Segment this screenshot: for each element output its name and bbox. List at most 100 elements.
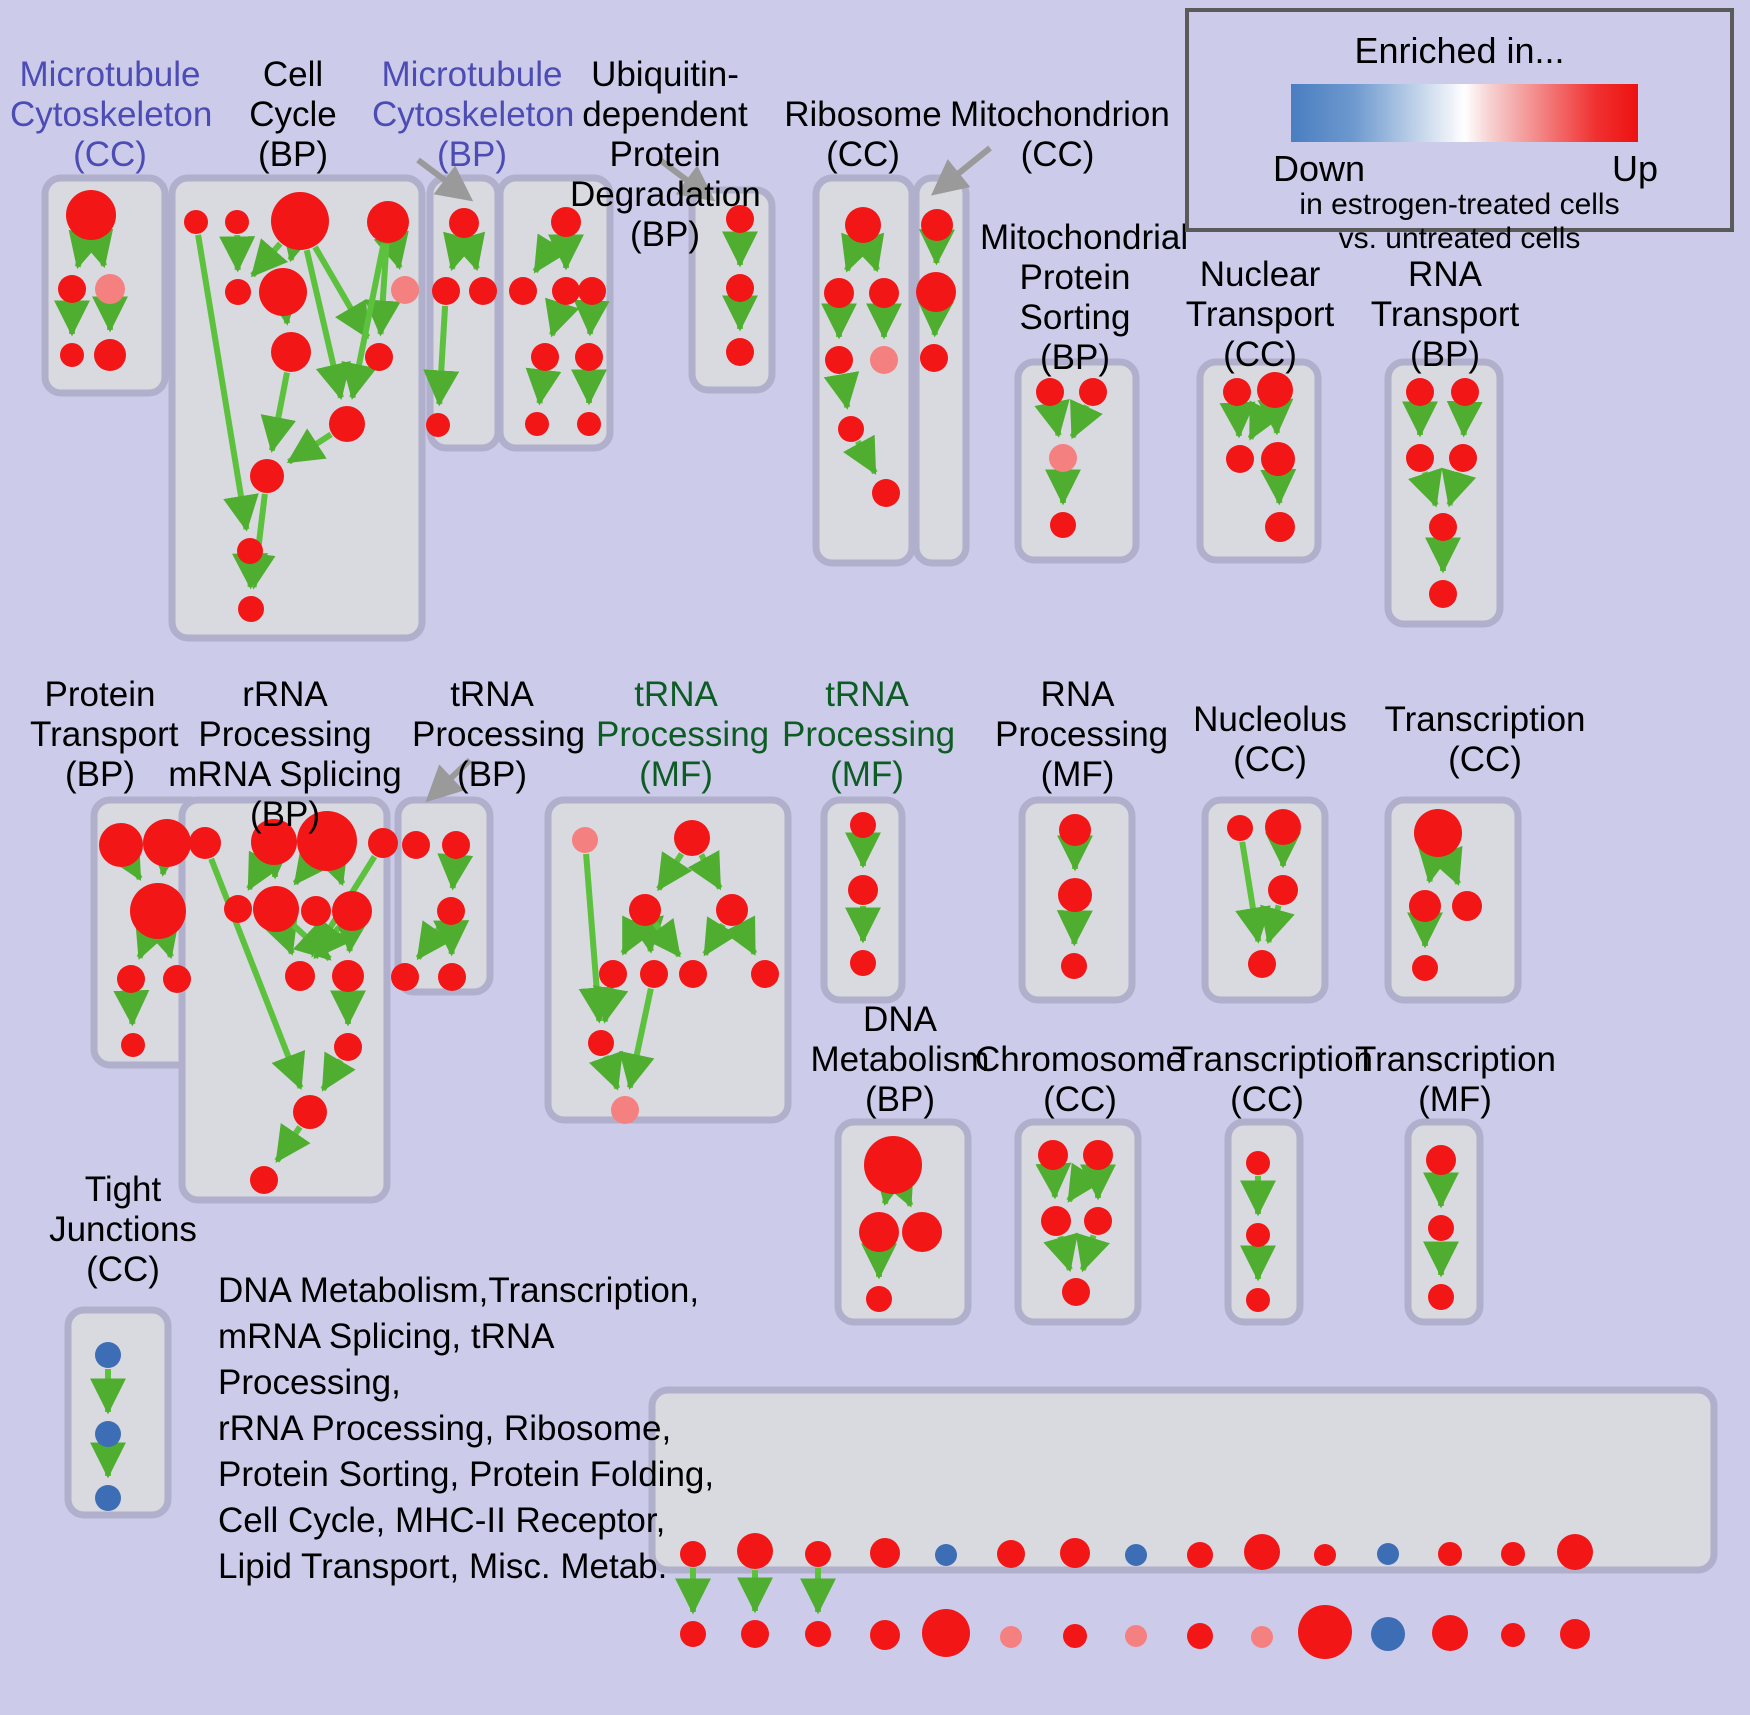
graph-node[interactable] <box>640 960 668 988</box>
graph-node[interactable] <box>1038 1140 1068 1170</box>
graph-node[interactable] <box>367 201 409 243</box>
graph-node[interactable] <box>259 268 307 316</box>
graph-node[interactable] <box>1083 1140 1113 1170</box>
graph-node[interactable] <box>1371 1617 1405 1651</box>
graph-node[interactable] <box>271 192 329 250</box>
graph-node[interactable] <box>426 413 450 437</box>
graph-node[interactable] <box>680 1621 706 1647</box>
graph-node[interactable] <box>588 1030 614 1056</box>
graph-node[interactable] <box>1432 1615 1468 1651</box>
graph-node[interactable] <box>442 831 470 859</box>
graph-node[interactable] <box>1246 1288 1270 1312</box>
graph-node[interactable] <box>1560 1619 1590 1649</box>
graph-node[interactable] <box>391 963 419 991</box>
graph-node[interactable] <box>1265 512 1295 542</box>
graph-node[interactable] <box>1557 1534 1593 1570</box>
graph-node[interactable] <box>365 343 393 371</box>
graph-node[interactable] <box>916 272 956 312</box>
graph-node[interactable] <box>437 897 465 925</box>
graph-node[interactable] <box>1412 955 1438 981</box>
graph-node[interactable] <box>130 883 186 939</box>
graph-node[interactable] <box>301 896 331 926</box>
graph-node[interactable] <box>1298 1605 1352 1659</box>
graph-node[interactable] <box>66 190 116 240</box>
graph-node[interactable] <box>997 1540 1025 1568</box>
graph-node[interactable] <box>679 960 707 988</box>
graph-node[interactable] <box>1223 378 1251 406</box>
graph-node[interactable] <box>163 965 191 993</box>
graph-node[interactable] <box>1041 1206 1071 1236</box>
graph-node[interactable] <box>1226 445 1254 473</box>
graph-node[interactable] <box>1060 1538 1090 1568</box>
graph-node[interactable] <box>1426 1145 1456 1175</box>
graph-node[interactable] <box>1428 1284 1454 1310</box>
graph-node[interactable] <box>1452 891 1482 921</box>
graph-node[interactable] <box>872 479 900 507</box>
graph-node[interactable] <box>1246 1151 1270 1175</box>
graph-node[interactable] <box>870 1538 900 1568</box>
graph-node[interactable] <box>432 277 460 305</box>
graph-node[interactable] <box>716 894 748 926</box>
graph-node[interactable] <box>1501 1542 1525 1566</box>
graph-node[interactable] <box>575 343 603 371</box>
graph-node[interactable] <box>1265 809 1301 845</box>
graph-node[interactable] <box>225 279 251 305</box>
graph-node[interactable] <box>95 1485 121 1511</box>
graph-node[interactable] <box>1058 878 1092 912</box>
graph-node[interactable] <box>1257 372 1293 408</box>
graph-node[interactable] <box>95 1421 121 1447</box>
graph-node[interactable] <box>920 344 948 372</box>
graph-node[interactable] <box>121 1033 145 1057</box>
graph-node[interactable] <box>238 596 264 622</box>
graph-node[interactable] <box>1406 444 1434 472</box>
graph-node[interactable] <box>577 412 601 436</box>
graph-node[interactable] <box>1246 1223 1270 1247</box>
graph-node[interactable] <box>825 346 853 374</box>
graph-node[interactable] <box>1187 1542 1213 1568</box>
graph-node[interactable] <box>525 412 549 436</box>
graph-node[interactable] <box>870 1620 900 1650</box>
graph-node[interactable] <box>224 895 252 923</box>
graph-node[interactable] <box>737 1533 773 1569</box>
graph-node[interactable] <box>1261 442 1295 476</box>
graph-node[interactable] <box>921 209 953 241</box>
graph-node[interactable] <box>1079 378 1107 406</box>
graph-node[interactable] <box>332 960 364 992</box>
graph-node[interactable] <box>95 274 125 304</box>
graph-node[interactable] <box>1125 1544 1147 1566</box>
graph-node[interactable] <box>572 827 598 853</box>
graph-node[interactable] <box>1125 1625 1147 1647</box>
graph-node[interactable] <box>1409 890 1441 922</box>
graph-node[interactable] <box>850 950 876 976</box>
graph-node[interactable] <box>143 819 191 867</box>
graph-node[interactable] <box>225 210 249 234</box>
graph-node[interactable] <box>391 276 419 304</box>
graph-node[interactable] <box>805 1541 831 1567</box>
graph-node[interactable] <box>1449 444 1477 472</box>
graph-node[interactable] <box>1451 378 1479 406</box>
graph-node[interactable] <box>368 828 398 858</box>
graph-node[interactable] <box>1268 875 1298 905</box>
graph-node[interactable] <box>1244 1534 1280 1570</box>
graph-node[interactable] <box>509 277 537 305</box>
graph-node[interactable] <box>902 1212 942 1252</box>
graph-node[interactable] <box>297 811 357 871</box>
graph-node[interactable] <box>552 277 580 305</box>
graph-node[interactable] <box>1248 950 1276 978</box>
graph-node[interactable] <box>870 346 898 374</box>
graph-node[interactable] <box>293 1095 327 1129</box>
graph-node[interactable] <box>189 827 221 859</box>
graph-node[interactable] <box>1406 378 1434 406</box>
graph-node[interactable] <box>1061 953 1087 979</box>
graph-node[interactable] <box>726 205 754 233</box>
graph-node[interactable] <box>329 406 365 442</box>
graph-node[interactable] <box>449 208 479 238</box>
graph-node[interactable] <box>1414 809 1462 857</box>
graph-node[interactable] <box>60 343 84 367</box>
graph-node[interactable] <box>611 1096 639 1124</box>
graph-node[interactable] <box>271 332 311 372</box>
graph-node[interactable] <box>251 819 297 865</box>
graph-node[interactable] <box>845 207 881 243</box>
graph-node[interactable] <box>859 1212 899 1252</box>
graph-node[interactable] <box>250 1166 278 1194</box>
